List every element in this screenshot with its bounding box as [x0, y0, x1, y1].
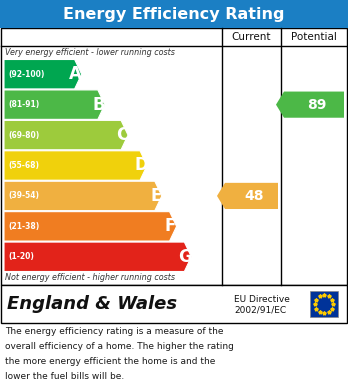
Text: D: D — [134, 156, 148, 174]
Polygon shape — [4, 120, 128, 150]
Polygon shape — [4, 90, 105, 119]
Text: 48: 48 — [245, 189, 264, 203]
Text: Current: Current — [232, 32, 271, 42]
Bar — [310, 291, 338, 317]
Bar — [0, 0, 348, 28]
Polygon shape — [4, 212, 176, 241]
Text: 89: 89 — [307, 98, 327, 112]
Text: Not energy efficient - higher running costs: Not energy efficient - higher running co… — [5, 273, 175, 282]
Text: lower the fuel bills will be.: lower the fuel bills will be. — [5, 372, 124, 381]
Text: F: F — [165, 217, 176, 235]
Text: (1-20): (1-20) — [8, 252, 34, 261]
Text: (21-38): (21-38) — [8, 222, 39, 231]
Text: G: G — [179, 248, 192, 266]
Text: 2002/91/EC: 2002/91/EC — [234, 305, 286, 314]
Polygon shape — [276, 91, 344, 118]
Text: (39-54): (39-54) — [8, 192, 39, 201]
Bar — [1, 28, 347, 285]
Text: Potential: Potential — [291, 32, 337, 42]
Text: overall efficiency of a home. The higher the rating: overall efficiency of a home. The higher… — [5, 342, 234, 351]
Text: EU Directive: EU Directive — [234, 294, 290, 303]
Polygon shape — [4, 151, 147, 180]
Polygon shape — [217, 183, 278, 209]
Text: C: C — [116, 126, 128, 144]
Text: The energy efficiency rating is a measure of the: The energy efficiency rating is a measur… — [5, 327, 223, 336]
Text: (55-68): (55-68) — [8, 161, 39, 170]
Text: Very energy efficient - lower running costs: Very energy efficient - lower running co… — [5, 48, 175, 57]
Text: (81-91): (81-91) — [8, 100, 39, 109]
Text: (92-100): (92-100) — [8, 70, 45, 79]
Polygon shape — [4, 242, 191, 271]
Bar — [1, 285, 347, 323]
Text: the more energy efficient the home is and the: the more energy efficient the home is an… — [5, 357, 215, 366]
Text: Energy Efficiency Rating: Energy Efficiency Rating — [63, 7, 285, 22]
Text: A: A — [69, 65, 82, 83]
Text: B: B — [93, 96, 105, 114]
Polygon shape — [4, 181, 162, 211]
Text: (69-80): (69-80) — [8, 131, 39, 140]
Polygon shape — [4, 59, 82, 89]
Text: England & Wales: England & Wales — [7, 295, 177, 313]
Text: E: E — [150, 187, 161, 205]
